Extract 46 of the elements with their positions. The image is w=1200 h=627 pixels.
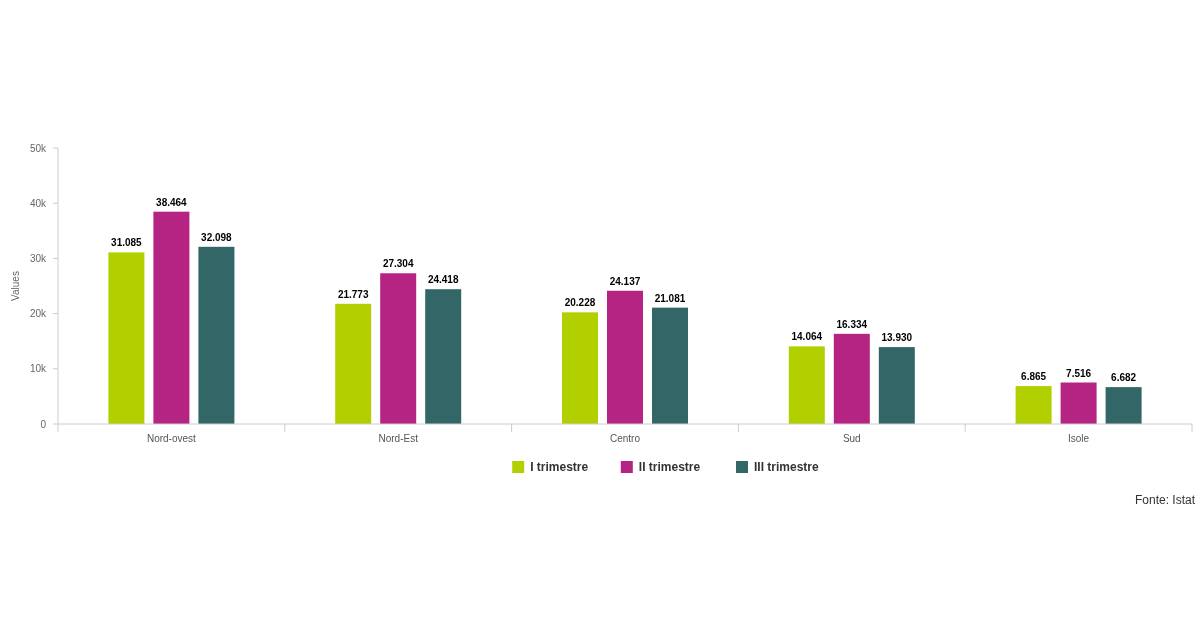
y-tick-label: 20k [29,308,47,320]
data-label: 24.418 [427,274,459,286]
bar [198,246,235,424]
data-label: 13.930 [881,332,913,344]
bar [153,211,190,424]
y-tick-label: 40k [29,197,47,209]
x-tick-label: Nord-Est [378,433,419,444]
data-label: 7.516 [1066,367,1092,379]
x-tick-label: Centro [609,433,641,444]
data-label: 20.228 [564,297,596,309]
data-label: 38.464 [156,196,188,208]
data-label: 14.064 [791,331,823,343]
data-label: 32.098 [201,231,233,243]
x-tick-label: Nord-ovest [146,433,197,444]
bar [652,307,688,424]
bar [108,252,145,424]
x-tick-label: Sud [842,433,861,444]
data-label: 24.137 [609,275,641,287]
bar [1105,387,1142,424]
data-label: 27.304 [382,258,414,270]
legend-label: III trimestre [754,460,820,475]
data-label: 31.085 [111,237,143,249]
data-label: 16.334 [836,318,868,330]
data-label: 21.081 [654,292,686,304]
y-tick-label: 10k [29,363,47,375]
bar [380,273,417,424]
bar [425,289,462,424]
y-axis-title: Values [10,271,21,301]
source-note: Fonte: Istat [1134,493,1196,507]
bar [788,346,825,424]
legend-label: II trimestre [638,460,701,475]
bar [607,290,643,424]
bar [562,312,598,424]
y-tick-label: 30k [29,252,47,264]
bar [1060,382,1097,424]
bar [335,303,372,424]
data-label: 6.865 [1021,371,1047,383]
y-tick-label: 50k [29,142,47,154]
bar [878,347,915,424]
data-label: 6.682 [1111,372,1137,384]
bar [833,333,870,424]
y-tick-label: 0 [40,418,47,430]
bar [1015,386,1052,424]
x-tick-label: Isole [1068,433,1090,444]
data-label: 21.773 [337,288,369,300]
legend-label: I trimestre [530,460,589,475]
